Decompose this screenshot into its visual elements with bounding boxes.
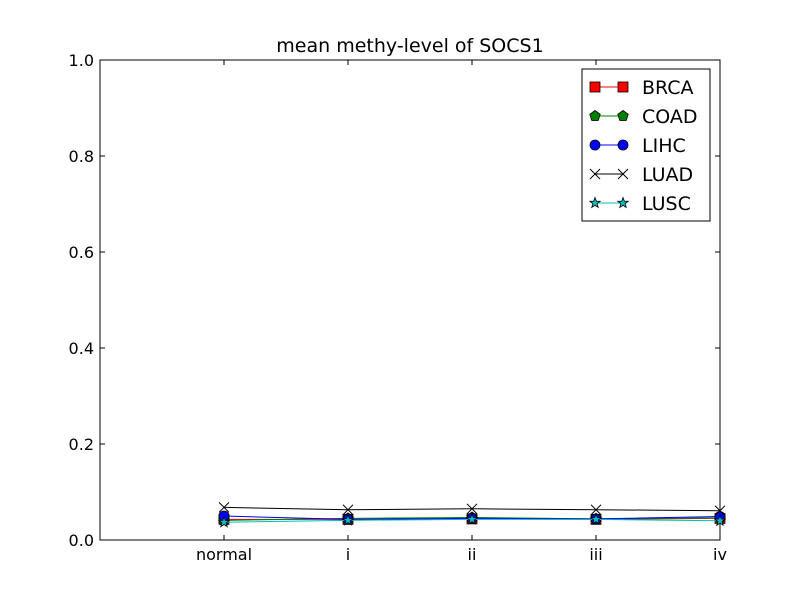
legend-label: LIHC: [642, 135, 686, 157]
y-tick-label: 0.4: [69, 339, 94, 358]
legend-marker: [617, 139, 629, 151]
data-point-luad: [218, 502, 230, 513]
data-point-lusc: [589, 512, 603, 525]
legend-item-lusc: LUSC: [588, 193, 691, 215]
x-stroke: [218, 502, 230, 513]
legend-marker: [589, 110, 601, 121]
legend-item-lihc: LIHC: [589, 135, 686, 157]
legend-marker: [589, 81, 601, 93]
data-point-lusc: [217, 515, 231, 528]
legend: BRCA COAD LIHC LUAD LUSC: [581, 68, 711, 222]
chart-title: mean methy-level of SOCS1: [276, 35, 543, 57]
x-stroke: [714, 505, 726, 517]
x-stroke: [589, 168, 601, 180]
x-tick-label: iv: [713, 545, 727, 564]
legend-item-brca: BRCA: [589, 77, 694, 99]
data-point-lusc: [713, 514, 727, 527]
x-stroke: [590, 504, 602, 516]
x-tick-label: ii: [468, 545, 477, 564]
x-stroke: [342, 504, 354, 516]
y-tick-label: 0.8: [69, 147, 94, 166]
legend-label: COAD: [642, 106, 698, 128]
x-stroke: [466, 503, 478, 515]
plot-frame: [99, 59, 721, 541]
legend-marker: [617, 81, 629, 93]
legend-item-luad: LUAD: [589, 164, 693, 186]
legend-marker: [616, 196, 630, 209]
x-stroke: [617, 168, 629, 180]
legend-marker: [589, 168, 601, 180]
data-point-luad: [342, 504, 354, 516]
x-tick-label: normal: [196, 545, 252, 564]
legend-label: LUSC: [642, 193, 691, 215]
data-point-luad: [714, 505, 726, 517]
y-tick-label: 0.6: [69, 243, 94, 262]
x-tick-label: i: [346, 545, 350, 564]
y-tick-label: 1.0: [69, 51, 94, 70]
y-tick-label: 0.0: [69, 531, 94, 550]
data-point-lusc: [341, 513, 355, 526]
legend-item-coad: COAD: [589, 106, 698, 128]
x-tick-label: iii: [589, 545, 602, 564]
legend-label: LUAD: [642, 164, 693, 186]
data-point-lusc: [465, 512, 479, 525]
legend-marker: [617, 168, 629, 180]
data-point-luad: [466, 503, 478, 515]
legend-marker: [617, 110, 629, 121]
data-point-luad: [590, 504, 602, 516]
legend-marker: [588, 196, 602, 209]
legend-label: BRCA: [642, 77, 694, 99]
y-tick-label: 0.2: [69, 435, 94, 454]
legend-marker: [589, 139, 601, 151]
